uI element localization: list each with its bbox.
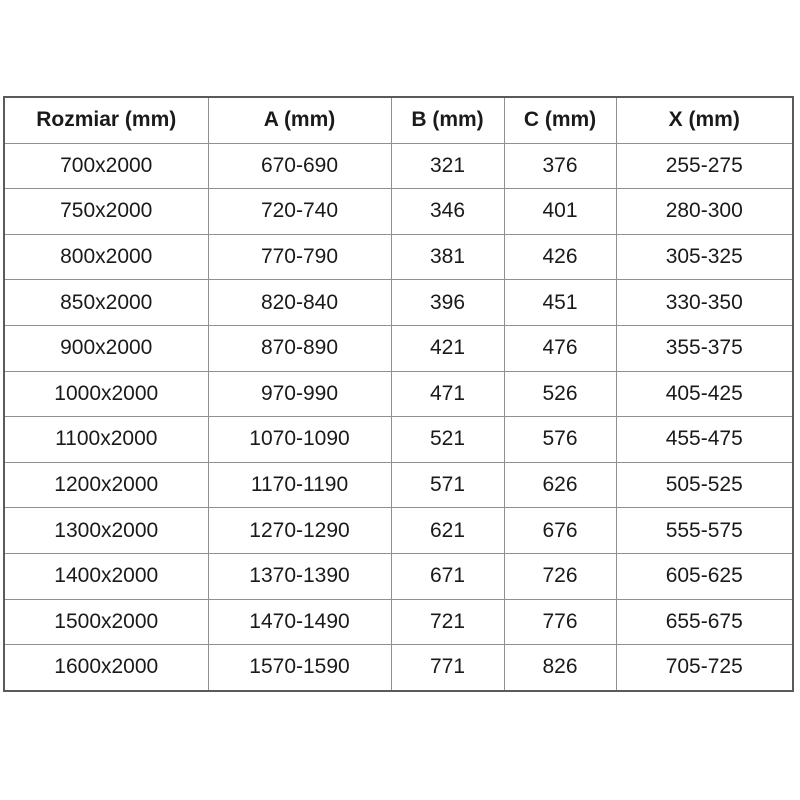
table-cell: 471 xyxy=(390,370,505,418)
table-row: 1200x2000 1170-1190 571 626 505-525 xyxy=(3,461,794,509)
table-cell: 505-525 xyxy=(615,461,794,509)
table-cell: 676 xyxy=(503,507,617,554)
table-cell: 401 xyxy=(503,188,617,235)
table-cell: 900x2000 xyxy=(3,324,209,372)
table-cell: 1000x2000 xyxy=(3,370,209,418)
table-cell: 455-475 xyxy=(615,416,794,463)
table-cell: 800x2000 xyxy=(3,233,209,281)
table-cell: 405-425 xyxy=(615,370,794,418)
table-cell: 521 xyxy=(390,416,505,463)
table-cell: 1400x2000 xyxy=(3,552,209,600)
table-cell: 820-840 xyxy=(207,279,392,326)
table-cell: 1300x2000 xyxy=(3,507,209,554)
column-header: Rozmiar (mm) xyxy=(3,96,209,144)
column-header: C (mm) xyxy=(503,96,617,144)
table-row: 1300x2000 1270-1290 621 676 555-575 xyxy=(3,507,794,554)
table-row: 1400x2000 1370-1390 671 726 605-625 xyxy=(3,552,794,600)
table-row: 750x2000 720-740 346 401 280-300 xyxy=(3,188,794,235)
table-cell: 705-725 xyxy=(615,644,794,692)
table-cell: 1270-1290 xyxy=(207,507,392,554)
table-cell: 626 xyxy=(503,461,617,509)
table-cell: 605-625 xyxy=(615,552,794,600)
table-cell: 850x2000 xyxy=(3,279,209,326)
column-header: X (mm) xyxy=(615,96,794,144)
table-cell: 1200x2000 xyxy=(3,461,209,509)
table-cell: 321 xyxy=(390,142,505,190)
table-cell: 1070-1090 xyxy=(207,416,392,463)
table-cell: 771 xyxy=(390,644,505,692)
table-cell: 700x2000 xyxy=(3,142,209,190)
table-cell: 671 xyxy=(390,552,505,600)
column-header: B (mm) xyxy=(390,96,505,144)
table-cell: 776 xyxy=(503,598,617,646)
table-cell: 1600x2000 xyxy=(3,644,209,692)
table-cell: 826 xyxy=(503,644,617,692)
table-cell: 1470-1490 xyxy=(207,598,392,646)
table-row: 900x2000 870-890 421 476 355-375 xyxy=(3,324,794,372)
table-cell: 750x2000 xyxy=(3,188,209,235)
header-row: Rozmiar (mm) A (mm) B (mm) C (mm) X (mm) xyxy=(3,96,794,144)
table-cell: 655-675 xyxy=(615,598,794,646)
table-cell: 426 xyxy=(503,233,617,281)
table-cell: 670-690 xyxy=(207,142,392,190)
table-cell: 526 xyxy=(503,370,617,418)
table-cell: 1570-1590 xyxy=(207,644,392,692)
table-cell: 555-575 xyxy=(615,507,794,554)
table-cell: 1370-1390 xyxy=(207,552,392,600)
table-cell: 721 xyxy=(390,598,505,646)
table-cell: 376 xyxy=(503,142,617,190)
table-cell: 1100x2000 xyxy=(3,416,209,463)
size-dimensions-table: Rozmiar (mm) A (mm) B (mm) C (mm) X (mm) 700… xyxy=(3,96,794,692)
table-row: 1600x2000 1570-1590 771 826 705-725 xyxy=(3,644,794,692)
table-cell: 280-300 xyxy=(615,188,794,235)
column-header: A (mm) xyxy=(207,96,392,144)
table-body: 700x2000 670-690 321 376 255-275 750x2000 720-… xyxy=(3,142,794,692)
table-cell: 396 xyxy=(390,279,505,326)
table-row: 1000x2000 970-990 471 526 405-425 xyxy=(3,370,794,418)
table-row: 800x2000 770-790 381 426 305-325 xyxy=(3,233,794,281)
table-cell: 621 xyxy=(390,507,505,554)
table-cell: 1170-1190 xyxy=(207,461,392,509)
table-cell: 355-375 xyxy=(615,324,794,372)
table-cell: 476 xyxy=(503,324,617,372)
table-cell: 571 xyxy=(390,461,505,509)
table-cell: 346 xyxy=(390,188,505,235)
table-row: 850x2000 820-840 396 451 330-350 xyxy=(3,279,794,326)
table-cell: 381 xyxy=(390,233,505,281)
table-cell: 720-740 xyxy=(207,188,392,235)
table-row: 1100x2000 1070-1090 521 576 455-475 xyxy=(3,416,794,463)
table-cell: 330-350 xyxy=(615,279,794,326)
table-cell: 726 xyxy=(503,552,617,600)
table-cell: 770-790 xyxy=(207,233,392,281)
table-cell: 305-325 xyxy=(615,233,794,281)
table-row: 1500x2000 1470-1490 721 776 655-675 xyxy=(3,598,794,646)
table-cell: 576 xyxy=(503,416,617,463)
table-cell: 970-990 xyxy=(207,370,392,418)
table-cell: 255-275 xyxy=(615,142,794,190)
table-cell: 421 xyxy=(390,324,505,372)
table-row: 700x2000 670-690 321 376 255-275 xyxy=(3,142,794,190)
table-cell: 870-890 xyxy=(207,324,392,372)
table-cell: 1500x2000 xyxy=(3,598,209,646)
table-cell: 451 xyxy=(503,279,617,326)
